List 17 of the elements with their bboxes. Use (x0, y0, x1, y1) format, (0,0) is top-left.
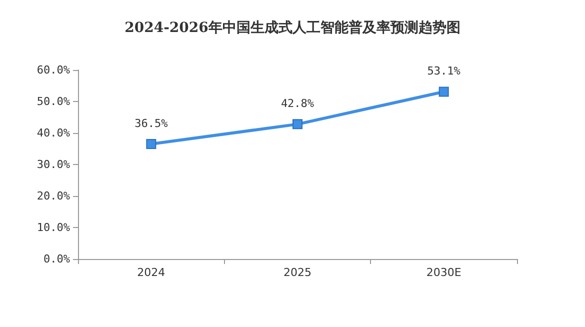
y-tick-label: 10.0% (36, 221, 70, 234)
point (146, 139, 156, 150)
y-tick-label: 20.0% (36, 190, 70, 202)
data-label: 53.1% (427, 64, 461, 78)
data-label: 42.8% (280, 97, 314, 110)
chart-title: 2024-2026年中国生成式人工智能普及率预测趋势图 (124, 19, 460, 36)
point (292, 119, 302, 130)
y-tick-label: 60.0% (36, 64, 70, 76)
y-tick-label: 50.0% (36, 95, 70, 108)
point (438, 86, 449, 97)
y-tick-label: 30.0% (36, 158, 70, 171)
x-tick-label: 2030E (426, 266, 462, 279)
data-label: 36.5% (134, 117, 168, 130)
y-tick-label: 40.0% (36, 126, 70, 140)
x-tick-label: 2024 (137, 266, 166, 279)
x-tick-label: 2025 (284, 266, 312, 279)
y-tick-label: 0.0% (44, 252, 70, 266)
